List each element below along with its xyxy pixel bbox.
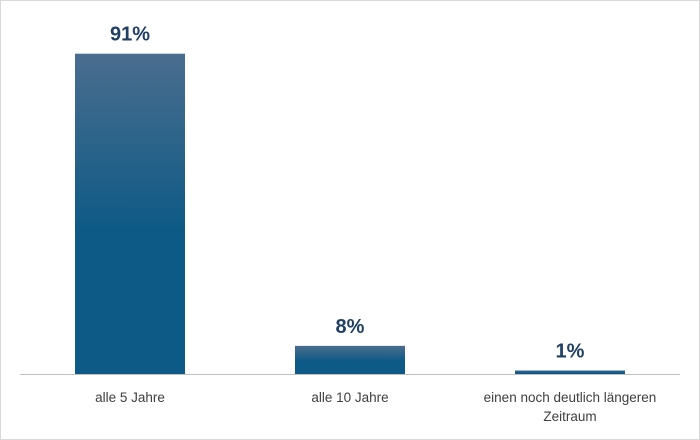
data-label-2: 8% bbox=[336, 316, 365, 338]
category-label-3-line-1: einen noch deutlich längeren bbox=[484, 390, 657, 405]
category-label-2: alle 10 Jahre bbox=[311, 390, 388, 405]
data-label-3: 1% bbox=[556, 340, 585, 362]
category-label-1: alle 5 Jahre bbox=[95, 390, 165, 405]
bar-2 bbox=[295, 345, 405, 374]
data-label-1: 91% bbox=[110, 24, 150, 46]
category-label-3-line-2: Zeitraum bbox=[543, 409, 596, 424]
bar-3 bbox=[515, 370, 625, 374]
bar-1 bbox=[75, 53, 185, 375]
